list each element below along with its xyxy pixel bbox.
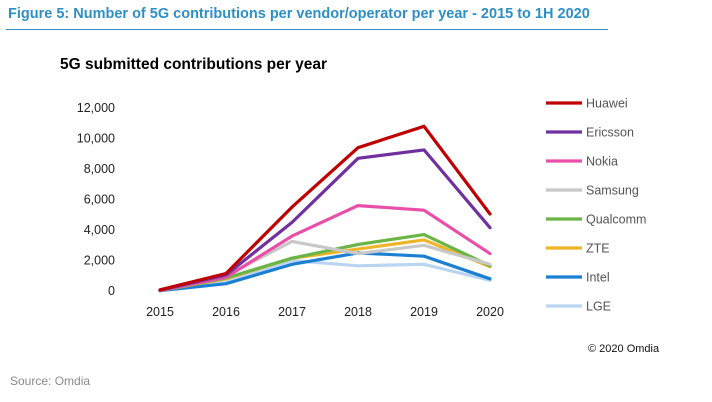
- x-tick-label: 2015: [146, 305, 174, 319]
- x-tick-label: 2016: [212, 305, 240, 319]
- series-line-nokia: [158, 204, 492, 292]
- legend-label-ericsson: Ericsson: [586, 126, 634, 140]
- y-tick-label: 4,000: [84, 223, 115, 237]
- x-tick-label: 2018: [344, 305, 372, 319]
- legend-label-qualcomm: Qualcomm: [586, 213, 646, 227]
- y-tick-label: 0: [108, 284, 115, 298]
- series-lines: [158, 124, 492, 293]
- legend-label-samsung: Samsung: [586, 184, 639, 198]
- source-note: Source: Omdia: [10, 374, 91, 388]
- copyright-note: © 2020 Omdia: [588, 343, 660, 355]
- y-tick-label: 12,000: [77, 101, 115, 115]
- x-tick-label: 2020: [476, 305, 504, 319]
- legend-label-intel: Intel: [586, 271, 610, 285]
- y-tick-label: 6,000: [84, 193, 115, 207]
- figure-title: Figure 5: Number of 5G contributions per…: [8, 6, 590, 22]
- y-tick-label: 10,000: [77, 132, 115, 146]
- x-tick-label: 2017: [278, 305, 306, 319]
- y-tick-label: 2,000: [84, 254, 115, 268]
- series-line-intel: [158, 251, 492, 293]
- legend-label-zte: ZTE: [586, 242, 610, 256]
- legend-label-nokia: Nokia: [586, 155, 618, 169]
- x-tick-label: 2019: [410, 305, 438, 319]
- series-line-huawei: [158, 124, 492, 292]
- y-tick-label: 8,000: [84, 162, 115, 176]
- title-rule: [6, 29, 608, 30]
- chart-title: 5G submitted contributions per year: [60, 56, 327, 73]
- axes: 0 2,000 4,000 6,000 8,000 10,000 12,000 2015 201…: [77, 101, 504, 319]
- legend: Huawei Ericsson Nokia Samsung Qualcomm ZTE Int…: [546, 97, 646, 314]
- legend-label-huawei: Huawei: [586, 97, 628, 111]
- legend-label-lge: LGE: [586, 300, 611, 314]
